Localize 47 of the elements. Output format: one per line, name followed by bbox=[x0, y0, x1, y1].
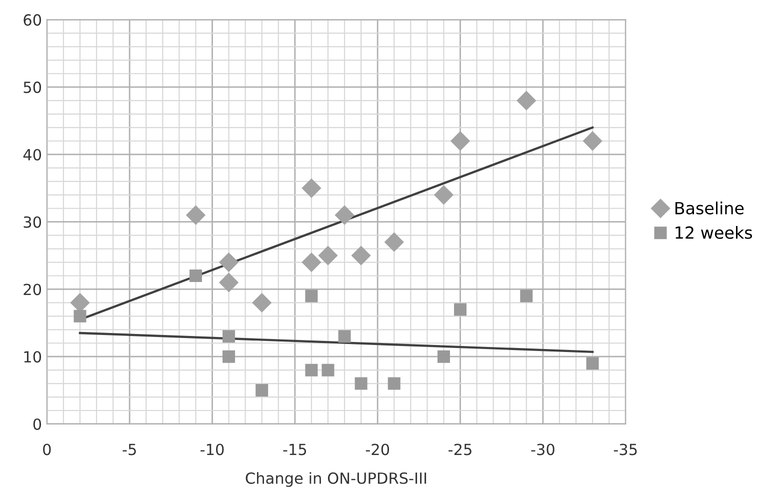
y-tick-label: 60 bbox=[24, 14, 42, 26]
point bbox=[186, 206, 206, 225]
x-tick-label: -20 bbox=[366, 444, 390, 456]
y-tick-label: 30 bbox=[24, 216, 42, 228]
point bbox=[305, 364, 318, 376]
point bbox=[388, 377, 400, 390]
y-tick-label: 40 bbox=[23, 148, 42, 160]
y-tick-label: 0 bbox=[33, 418, 42, 430]
x-axis-title: Change in ON-UPDRS-III bbox=[246, 472, 426, 487]
point bbox=[520, 290, 533, 302]
y-tick-label: 10 bbox=[24, 351, 42, 363]
point bbox=[302, 178, 321, 198]
point bbox=[256, 384, 268, 397]
x-tick-label: -10 bbox=[200, 444, 224, 456]
point bbox=[189, 270, 202, 282]
point bbox=[219, 252, 238, 272]
point bbox=[302, 252, 321, 272]
point bbox=[437, 350, 450, 363]
point bbox=[586, 357, 599, 370]
legend-label: 12 weeks bbox=[676, 226, 752, 239]
x-tick-label: -35 bbox=[614, 444, 637, 456]
point bbox=[318, 246, 338, 266]
point bbox=[252, 293, 272, 312]
x-tick-label: -25 bbox=[448, 444, 472, 456]
point bbox=[322, 364, 334, 376]
point bbox=[74, 310, 86, 322]
point bbox=[384, 232, 404, 252]
x-tick-label: 0 bbox=[43, 444, 51, 456]
x-tick-label: -15 bbox=[283, 444, 306, 456]
y-tick-label: 50 bbox=[24, 82, 42, 94]
point bbox=[434, 185, 454, 204]
x-tick-label: -30 bbox=[531, 444, 554, 456]
point bbox=[222, 350, 236, 363]
point bbox=[352, 246, 371, 266]
point bbox=[450, 131, 470, 151]
point bbox=[338, 330, 351, 343]
point bbox=[219, 272, 238, 292]
point bbox=[583, 131, 602, 151]
point bbox=[305, 290, 318, 302]
x-tick-label: -5 bbox=[122, 444, 136, 456]
point bbox=[222, 330, 236, 343]
point bbox=[334, 206, 354, 225]
point bbox=[354, 377, 368, 390]
point bbox=[516, 91, 536, 110]
y-tick-label: 20 bbox=[24, 284, 42, 296]
point bbox=[454, 303, 467, 316]
legend-label: Baseline bbox=[675, 202, 744, 214]
